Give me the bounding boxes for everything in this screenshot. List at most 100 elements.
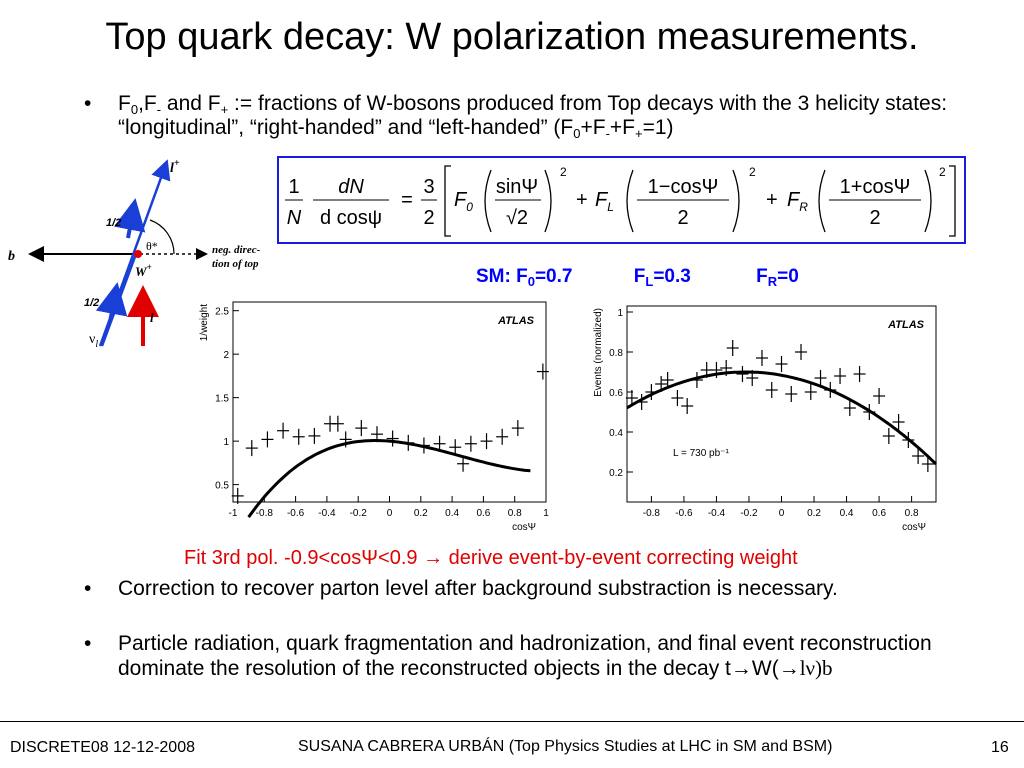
- b-label: b: [8, 249, 15, 264]
- sm-values: SM: F0=0.7 FL=0.3 FR=0: [476, 266, 799, 288]
- data-point: [814, 370, 827, 386]
- data-point: [417, 437, 430, 454]
- data-point: [655, 376, 668, 392]
- data-point: [370, 426, 383, 443]
- atlas-label: ATLAS: [887, 319, 925, 331]
- y-tick-label: 0.8: [609, 348, 623, 359]
- data-point: [690, 372, 703, 388]
- fit-curve: [247, 439, 531, 518]
- y-tick-label: 0.5: [215, 481, 229, 492]
- term0-den: √2: [506, 207, 528, 229]
- data-point: [480, 433, 493, 450]
- data-point: [710, 362, 723, 378]
- termL-num: 1−cosΨ: [648, 176, 719, 198]
- spin-arrow-top: [113, 198, 146, 239]
- y-tick-label: 2.5: [215, 307, 229, 318]
- data-point: [912, 448, 925, 464]
- x-tick-label: -0.6: [287, 508, 305, 519]
- slide-title: Top quark decay: W polarization measurem…: [105, 16, 919, 58]
- bullet-text: F0,F- and F+ := fractions of W-bosons pr…: [118, 92, 948, 141]
- w-label: W+: [135, 262, 152, 279]
- data-point: [536, 363, 549, 380]
- data-point: [457, 455, 470, 472]
- y-tick-label: 0.6: [609, 388, 623, 399]
- data-point: [795, 344, 808, 360]
- data-point: [625, 390, 638, 406]
- x-tick-label: 0.8: [508, 508, 522, 519]
- x-tick-label: 0.6: [872, 508, 886, 519]
- coef-num: 3: [423, 176, 434, 198]
- data-point: [834, 368, 847, 384]
- decay-vertex: [134, 250, 142, 258]
- data-point: [863, 404, 876, 420]
- right-bracket: [949, 165, 956, 237]
- data-point: [755, 350, 768, 366]
- data-point: [671, 390, 684, 406]
- x-tick-label: -0.8: [256, 508, 274, 519]
- theta-arc: [149, 219, 175, 255]
- x-tick-label: 0.8: [905, 508, 919, 519]
- bullet-resolution: • Particle radiation, quark fragmentatio…: [84, 632, 984, 681]
- theta-label: θ*: [146, 239, 158, 253]
- decay-diagram: b l+ 1/2 1/2 θ* neg. direc- tion of top …: [8, 158, 261, 350]
- fit-curve: [626, 370, 938, 466]
- data-point: [681, 398, 694, 414]
- lhs-num-1: 1: [288, 176, 299, 198]
- half-bottom-label: 1/2: [84, 297, 99, 309]
- luminosity-label: L = 730 pb⁻¹: [673, 448, 729, 459]
- formula: 1 N dN d cosψ = 3 2 F0 sinΨ √2 2 + FL 1−…: [285, 165, 956, 237]
- bullet-fractions: • F0,F- and F+ := fractions of W-bosons …: [84, 92, 984, 140]
- data-point: [292, 428, 305, 445]
- chart-events: -0.8 -0.6 -0.4 -0.2 0 0.2 0.4 0.6 0.8 0.2 0.4 0.6 0.…: [593, 305, 938, 532]
- y-tick-label: 1: [223, 437, 229, 448]
- plus-1: +: [576, 189, 588, 211]
- data-point: [892, 414, 905, 430]
- formula-box: 1 N dN d cosψ = 3 2 F0 sinΨ √2 2 + FL 1−…: [277, 156, 966, 244]
- atlas-label: ATLAS: [497, 315, 535, 327]
- x-tick-label: -0.8: [643, 508, 661, 519]
- x-tick-label: -0.4: [708, 508, 726, 519]
- bullet-text: Particle radiation, quark fragmentation …: [118, 632, 932, 680]
- bullet-correction: • Correction to recover parton level aft…: [84, 577, 984, 601]
- data-point: [308, 427, 321, 444]
- nu-label: νl: [89, 332, 98, 350]
- bullet-dot: •: [84, 577, 92, 600]
- data-point: [843, 400, 856, 416]
- x-tick-label: 0.2: [414, 508, 428, 519]
- data-point: [785, 386, 798, 402]
- data-point: [661, 372, 674, 388]
- data-point: [765, 382, 778, 398]
- data-point: [231, 487, 244, 504]
- data-point: [921, 456, 934, 472]
- x-tick-label: 0.6: [476, 508, 490, 519]
- term0-f: F0: [454, 189, 473, 214]
- x-tick-label: -0.6: [675, 508, 693, 519]
- data-point: [402, 434, 415, 451]
- data-point: [726, 340, 739, 356]
- data-point: [245, 440, 258, 457]
- data-point: [736, 366, 749, 382]
- termR-exp: 2: [939, 165, 946, 179]
- data-point: [853, 366, 866, 382]
- fit-note: Fit 3rd pol. -0.9<cosΨ<0.9 → derive even…: [184, 547, 798, 569]
- spin-arrow-bottom: [95, 282, 128, 323]
- y-axis-label: Events (normalized): [593, 308, 604, 397]
- lplus-label: l+: [170, 158, 180, 176]
- x-tick-label: -0.2: [740, 508, 758, 519]
- data-point: [804, 384, 817, 400]
- data-point: [433, 435, 446, 452]
- termR-den: 2: [869, 207, 880, 229]
- data-point: [645, 384, 658, 400]
- term0-exp: 2: [560, 165, 567, 179]
- half-top-label: 1/2: [106, 217, 121, 229]
- sm-fl: FL=0.3: [633, 266, 691, 289]
- x-axis-label: cosΨ: [512, 522, 536, 532]
- lhs-den-1: N: [287, 207, 302, 229]
- data-point: [339, 431, 352, 448]
- y-tick-label: 0.4: [609, 428, 623, 439]
- bullet-dot: •: [84, 92, 92, 115]
- y-tick-label: 0.2: [609, 468, 623, 479]
- l-label: l: [150, 310, 154, 325]
- footer-conference: DISCRETE08 12-12-2008: [10, 739, 195, 756]
- termL-f: FL: [595, 189, 614, 214]
